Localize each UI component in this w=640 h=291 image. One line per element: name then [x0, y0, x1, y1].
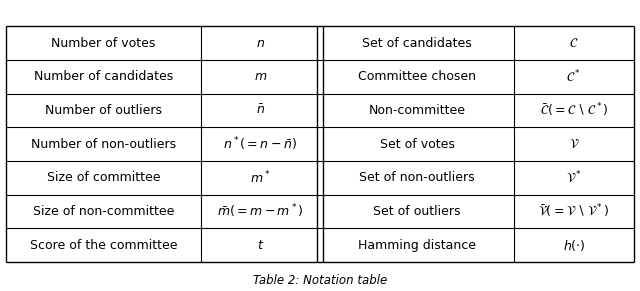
Text: $\mathcal{V}^*$: $\mathcal{V}^*$	[566, 170, 582, 186]
Text: Non-committee: Non-committee	[369, 104, 466, 117]
Text: $\mathcal{C}$: $\mathcal{C}$	[570, 37, 579, 49]
Text: $\bar{m}(= m - m^*)$: $\bar{m}(= m - m^*)$	[217, 203, 304, 220]
Text: $t$: $t$	[257, 239, 264, 251]
Text: $n$: $n$	[256, 37, 265, 49]
Text: $n^*(= n - \bar{n})$: $n^*(= n - \bar{n})$	[223, 135, 298, 153]
Text: $\mathcal{V}$: $\mathcal{V}$	[569, 138, 579, 150]
Text: $\bar{n}$: $\bar{n}$	[256, 104, 265, 117]
Text: $\bar{\mathcal{C}}(=\mathcal{C}\setminus\mathcal{C}^*)$: $\bar{\mathcal{C}}(=\mathcal{C}\setminus…	[540, 102, 608, 119]
Text: $\bar{\mathcal{V}}(=\mathcal{V}\setminus\mathcal{V}^*)$: $\bar{\mathcal{V}}(=\mathcal{V}\setminus…	[538, 203, 609, 220]
Text: Number of candidates: Number of candidates	[34, 70, 173, 83]
Text: $h(\cdot)$: $h(\cdot)$	[563, 237, 586, 253]
Text: Hamming distance: Hamming distance	[358, 239, 476, 251]
Text: Set of outliers: Set of outliers	[374, 205, 461, 218]
Text: Number of outliers: Number of outliers	[45, 104, 162, 117]
Text: Number of non-outliers: Number of non-outliers	[31, 138, 176, 150]
Text: Size of non-committee: Size of non-committee	[33, 205, 174, 218]
Text: $\mathcal{C}^*$: $\mathcal{C}^*$	[566, 68, 582, 85]
Text: $m$: $m$	[253, 70, 267, 83]
Text: Table 2: Notation table: Table 2: Notation table	[253, 274, 387, 287]
Text: Committee chosen: Committee chosen	[358, 70, 476, 83]
Text: Set of votes: Set of votes	[380, 138, 454, 150]
Text: Set of candidates: Set of candidates	[362, 37, 472, 49]
Text: $m^*$: $m^*$	[250, 169, 271, 186]
Text: Score of the committee: Score of the committee	[30, 239, 177, 251]
Text: Set of non-outliers: Set of non-outliers	[360, 171, 475, 184]
Text: Number of votes: Number of votes	[51, 37, 156, 49]
Text: Size of committee: Size of committee	[47, 171, 161, 184]
